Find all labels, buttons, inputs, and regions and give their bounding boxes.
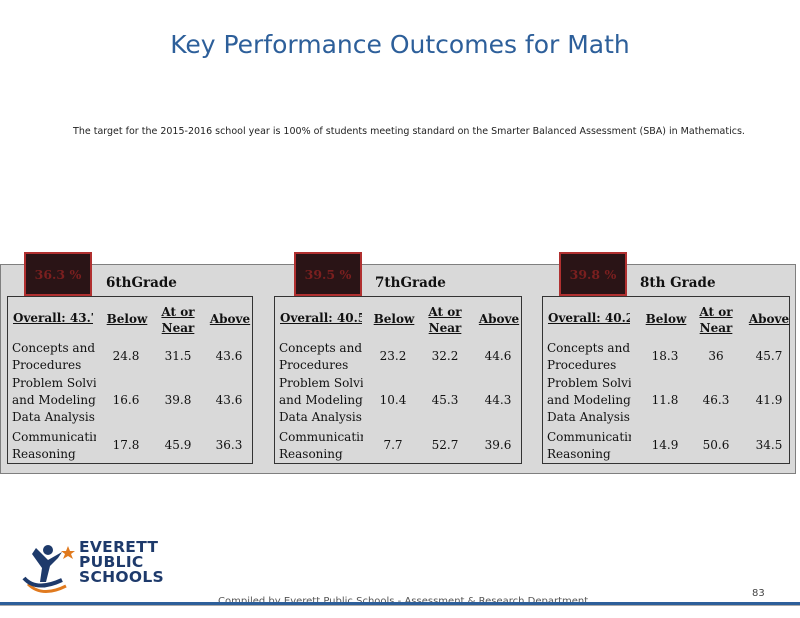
cell-at-near: 36 — [708, 349, 724, 363]
grade-6-label: 6thGrade — [106, 275, 177, 291]
cell-at-near: 50.6 — [702, 438, 730, 452]
logo-figure-icon — [22, 545, 75, 593]
footer-credit: Compiled by Everett Public Schools - Ass… — [218, 596, 588, 607]
column-above: Above — [478, 312, 520, 326]
cell-above: 41.9 — [755, 393, 783, 407]
cell-at-near: 39.8 — [164, 393, 192, 407]
row-label-communicating: CommunicatingReasoning — [279, 430, 363, 461]
column-at-or-near: At or Near — [699, 305, 733, 335]
grade-8-label: 8th Grade — [640, 275, 716, 291]
page-title: Key Performance Outcomes for Math — [170, 30, 630, 59]
row-label-communicating: CommunicatingReasoning — [547, 430, 631, 461]
row-label-problem-solving: Problem Solvingand Modeling &Data Analys… — [279, 376, 363, 424]
cell-below: 18.3 — [651, 349, 679, 363]
column-at-or-near: At or Near — [428, 305, 462, 335]
cell-above: 44.3 — [484, 393, 512, 407]
cell-below: 10.4 — [379, 393, 407, 407]
cell-at-near: 31.5 — [164, 349, 192, 363]
overall-score: Overall: 40.2% — [548, 311, 630, 325]
column-below: Below — [373, 312, 415, 326]
cell-at-near: 52.7 — [431, 438, 459, 452]
cell-above: 34.5 — [755, 438, 783, 452]
cell-at-near: 46.3 — [702, 393, 730, 407]
cell-above: 44.6 — [484, 349, 512, 363]
column-above: Above — [748, 312, 790, 326]
grade-7-percent-box: 39.5 % — [294, 252, 362, 296]
row-label-problem-solving: Problem Solvingand Modeling &Data Analys… — [12, 376, 96, 424]
column-below: Below — [106, 312, 148, 326]
cell-below: 16.6 — [112, 393, 140, 407]
cell-above: 39.6 — [484, 438, 512, 452]
cell-above: 43.6 — [215, 393, 243, 407]
column-at-or-near: At or Near — [161, 305, 195, 335]
row-label-communicating: CommunicatingReasoning — [12, 430, 96, 461]
target-note: The target for the 2015-2016 school year… — [73, 126, 745, 137]
cell-at-near: 45.3 — [431, 393, 459, 407]
cell-below: 7.7 — [383, 438, 403, 452]
cell-at-near: 32.2 — [431, 349, 459, 363]
column-below: Below — [645, 312, 687, 326]
cell-above: 36.3 — [215, 438, 243, 452]
cell-above: 43.6 — [215, 349, 243, 363]
cell-below: 24.8 — [112, 349, 140, 363]
page-number: 83 — [752, 588, 765, 599]
row-label-concepts: Concepts and Procedures — [12, 341, 95, 372]
footer-rule — [0, 602, 800, 605]
grade-7-label: 7thGrade — [375, 275, 446, 291]
row-label-problem-solving: Problem Solvingand Modeling &Data Analys… — [547, 376, 631, 424]
cell-below: 14.9 — [651, 438, 679, 452]
column-above: Above — [209, 312, 251, 326]
row-label-concepts: Concepts and Procedures — [279, 341, 362, 372]
cell-below: 23.2 — [379, 349, 407, 363]
grade-8-percent-box: 39.8 % — [559, 252, 627, 296]
cell-below: 17.8 — [112, 438, 140, 452]
overall-score: Overall: 40.5% — [280, 311, 362, 325]
overall-score: Overall: 43.7% — [13, 311, 93, 325]
logo-wordmark: EVERETT PUBLIC SCHOOLS — [79, 538, 165, 586]
row-label-concepts: Concepts and Procedures — [547, 341, 630, 372]
cell-below: 11.8 — [651, 393, 679, 407]
cell-above: 45.7 — [755, 349, 783, 363]
district-logo: EVERETT PUBLIC SCHOOLS — [22, 538, 172, 600]
grade-6-percent-box: 36.3 % — [24, 252, 92, 296]
footer-rule-secondary — [0, 605, 800, 606]
cell-at-near: 45.9 — [164, 438, 192, 452]
